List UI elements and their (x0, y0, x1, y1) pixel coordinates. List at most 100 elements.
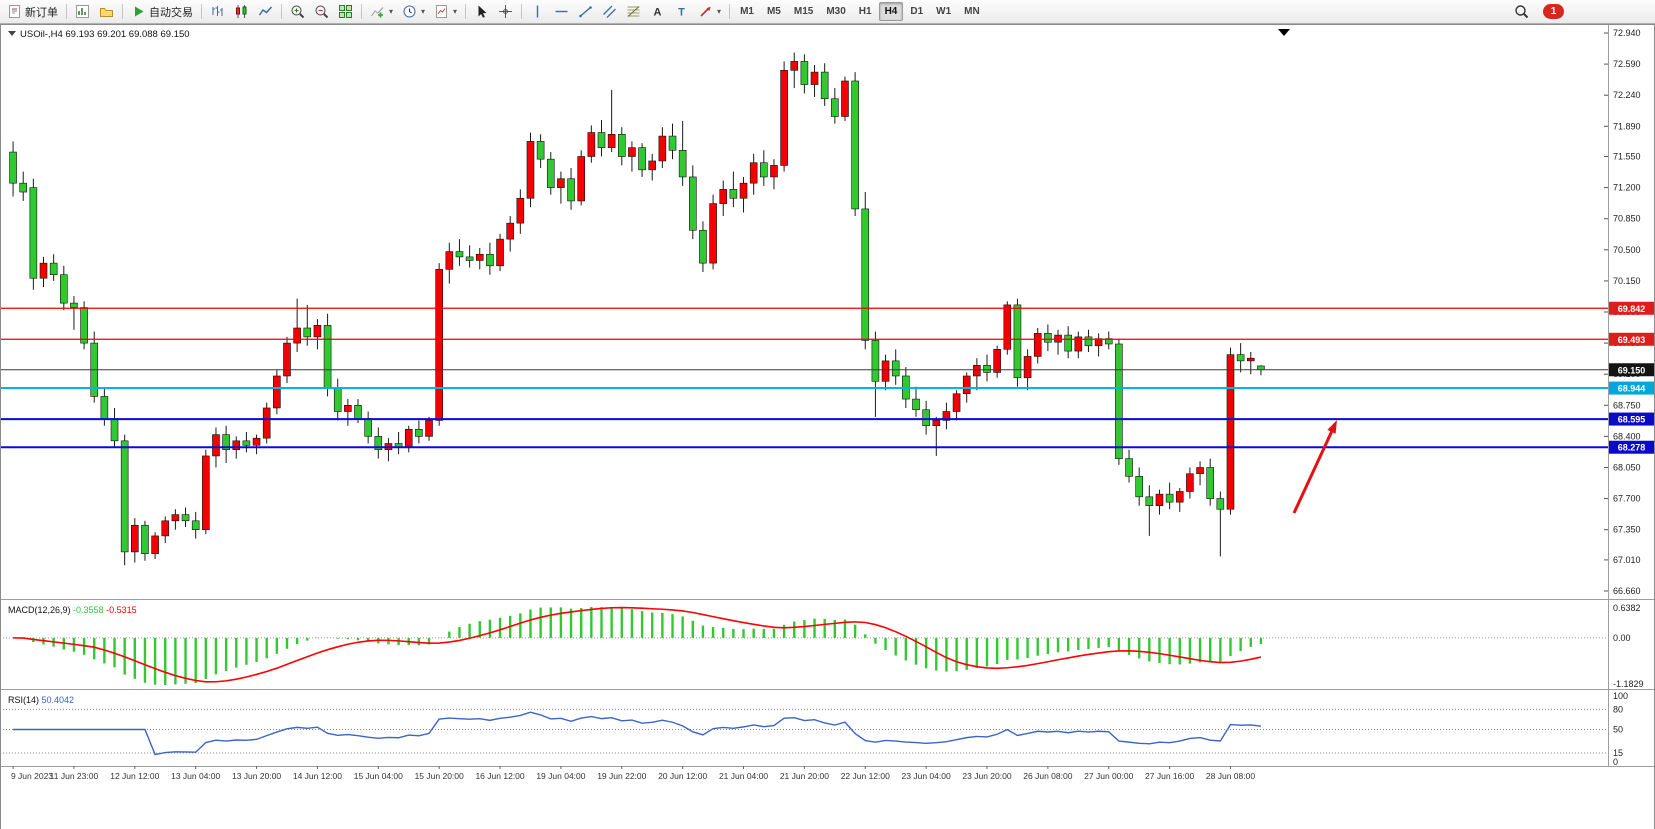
text-button[interactable]: A (646, 1, 669, 22)
candle-bearish (49, 262, 58, 275)
periods-button[interactable]: ▾ (398, 1, 429, 22)
price-tick-label: 72.240 (1613, 90, 1641, 100)
candle-bullish (39, 262, 48, 279)
channel-icon (603, 5, 617, 18)
timeframe-mn-button[interactable]: MN (964, 6, 980, 17)
hline-icon (555, 10, 568, 13)
candle-bullish (262, 407, 271, 439)
notification-badge[interactable]: 1 (1543, 4, 1564, 19)
candle-bearish (831, 98, 839, 117)
candle-bullish (171, 514, 180, 522)
chart-plot-area[interactable] (0, 24, 1608, 599)
timeframe-m1-button[interactable]: M1 (740, 6, 754, 17)
candle-bearish (120, 440, 129, 553)
channel-button[interactable] (598, 1, 621, 22)
timeframe-m15-button[interactable]: M15 (793, 6, 814, 17)
cursor-button[interactable] (470, 1, 493, 22)
tile-windows-button[interactable] (334, 1, 357, 22)
candle-bullish (526, 141, 535, 199)
timeframe-h4-button[interactable]: H4 (878, 2, 904, 21)
bars-icon (212, 6, 223, 16)
time-tick-label: 13 Jun 04:00 (171, 771, 220, 781)
arrow-annotation[interactable] (1292, 420, 1337, 514)
rsi-panel[interactable] (0, 691, 1608, 766)
candle-bullish (1155, 493, 1164, 507)
candle-bullish (557, 178, 565, 188)
timeframe-w1-button[interactable]: W1 (936, 6, 952, 17)
candle-bullish (232, 440, 241, 451)
indicators-button[interactable]: ▾ (366, 1, 397, 22)
candle-bullish (252, 437, 261, 446)
time-tick-label: 14 Jun 12:00 (293, 771, 342, 781)
crosshair-button[interactable] (494, 1, 517, 22)
rsi-axis-label: 50 (1613, 725, 1623, 735)
vertical-line-button[interactable] (526, 1, 549, 22)
candle-bullish (1074, 336, 1083, 352)
candle-bearish (861, 208, 870, 341)
autotrading-button[interactable]: 自动交易 (127, 1, 197, 22)
search-icon[interactable] (1510, 1, 1533, 22)
macd-signal-line (13, 606, 1262, 683)
candle-bullish (577, 156, 586, 202)
support-line-cyan-price-text: 68.944 (1618, 384, 1646, 394)
candle-bearish (486, 253, 494, 267)
new-order-button[interactable]: 新订单 (3, 1, 62, 22)
chart-shift-marker[interactable] (1278, 29, 1290, 36)
candle-bullish (709, 203, 717, 264)
macd-panel[interactable] (0, 601, 1608, 689)
zoom-in-button[interactable] (286, 1, 309, 22)
toolbar-items: 新订单 自动交易 ▾ ▾ ▾ A T ▾ M1 M5 M15 M30 H1 H4 D1 W1 MN (3, 1, 986, 22)
candle-bullish (293, 327, 301, 344)
timeframe-h1-button[interactable]: H1 (858, 6, 872, 17)
fibonacci-button[interactable] (622, 1, 645, 22)
price-axis[interactable] (1608, 24, 1655, 766)
line-chart-button[interactable] (254, 1, 277, 22)
time-tick-label: 27 Jun 16:00 (1145, 771, 1194, 781)
candle-bullish (962, 375, 971, 395)
time-tick-label: 11 Jun 23:00 (50, 771, 99, 781)
arrow-head (1327, 420, 1337, 434)
candle-bearish (364, 418, 372, 437)
symbol-dropdown-icon[interactable] (8, 31, 16, 36)
timeframe-m30-button[interactable]: M30 (826, 6, 846, 17)
candle-bullish (749, 162, 758, 184)
macd-axis-max: 0.6382 (1613, 603, 1641, 613)
profiles-button[interactable] (95, 1, 118, 22)
horizontal-line-button[interactable] (550, 1, 573, 22)
candle-bearish (668, 135, 677, 151)
candle-bullish (881, 360, 890, 382)
toolbar-separator (465, 4, 467, 19)
toolbar-separator (521, 4, 523, 19)
price-tick-label: 67.010 (1613, 555, 1641, 565)
price-tick-label: 70.500 (1613, 245, 1641, 255)
candlesticks (9, 52, 1265, 566)
trendline-button[interactable] (574, 1, 597, 22)
arrows-button[interactable]: ▾ (694, 1, 725, 22)
candle-bearish (1013, 304, 1022, 379)
crosshair-icon (499, 5, 513, 18)
price-tick-label: 71.200 (1613, 183, 1641, 193)
price-tick-label: 68.750 (1613, 400, 1641, 410)
macd-label: MACD(12,26,9) -0.3558 -0.5315 (8, 605, 137, 615)
candle-bearish (851, 80, 859, 210)
time-tick-label: 22 Jun 12:00 (841, 771, 890, 781)
candle-bearish (983, 365, 991, 373)
templates-button[interactable]: ▾ (430, 1, 461, 22)
timeframe-m5-button[interactable]: M5 (766, 6, 781, 17)
time-tick-label: 28 Jun 08:00 (1206, 771, 1255, 781)
zoom-out-button[interactable] (310, 1, 333, 22)
candle-bullish (932, 420, 941, 427)
bar-chart-button[interactable] (206, 1, 229, 22)
svg-text:A: A (654, 7, 662, 19)
candle-bullish (475, 253, 484, 261)
timeframe-d1-button[interactable]: D1 (910, 6, 924, 17)
rsi-axis-label: 80 (1613, 704, 1623, 714)
new-chart-button[interactable] (71, 1, 94, 22)
candlestick-chart-button[interactable] (230, 1, 253, 22)
label-button[interactable]: T (670, 1, 693, 22)
candle-bearish (597, 132, 606, 148)
candle-bearish (242, 440, 251, 446)
candle-bearish (1044, 333, 1052, 343)
candle-bullish (212, 434, 220, 457)
time-tick-label: 21 Jun 04:00 (719, 771, 768, 781)
